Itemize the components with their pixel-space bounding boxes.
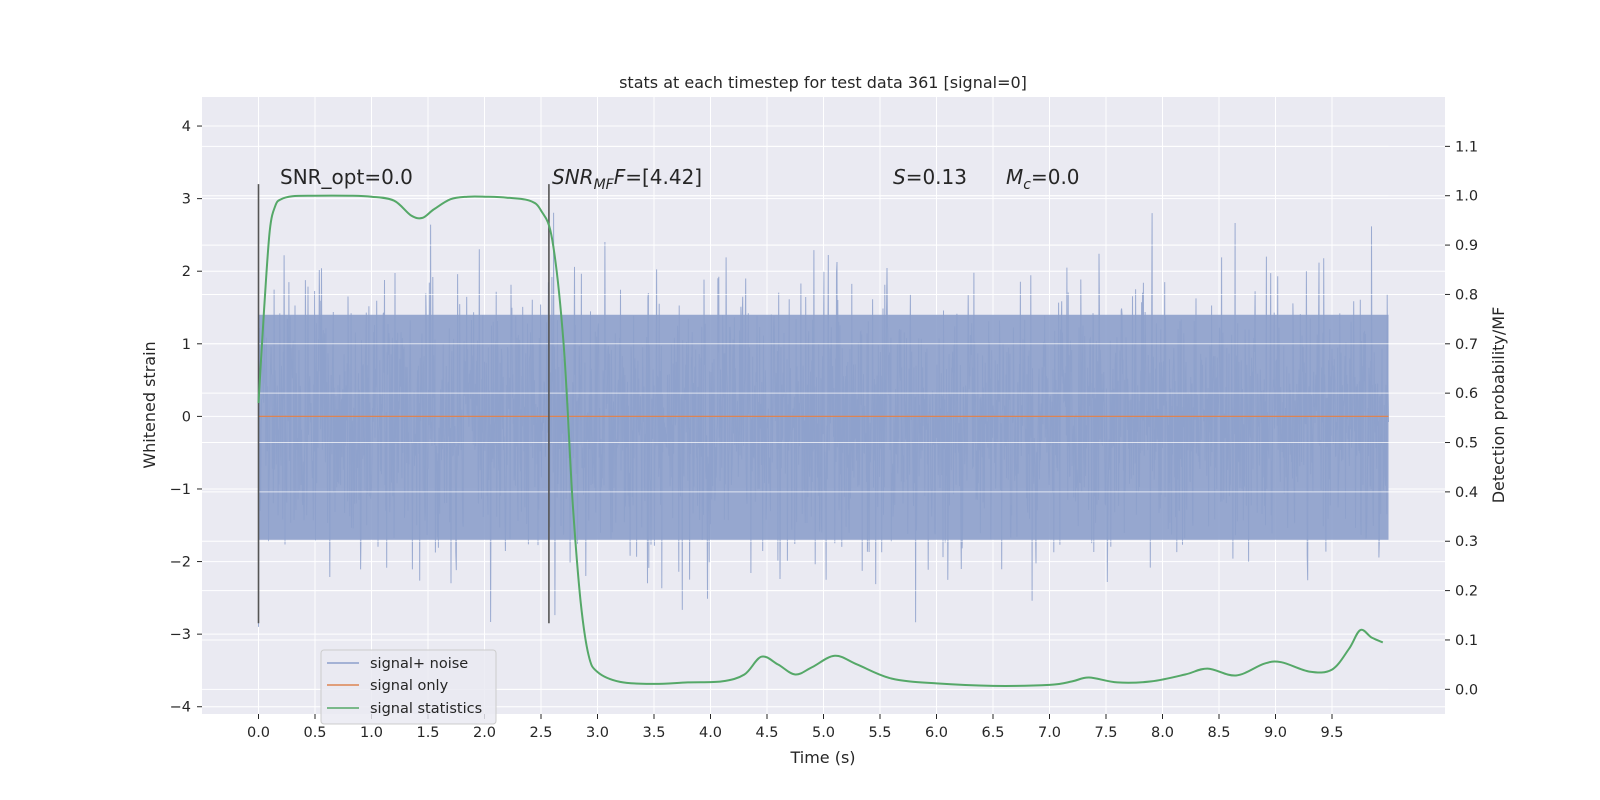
x-tick-label: 5.5 — [868, 725, 891, 741]
x-tick-label: 0.5 — [303, 725, 326, 741]
snr-mf-value: =[4.42] — [625, 165, 702, 189]
y2-tick-label: 0.7 — [1455, 337, 1478, 353]
y-tick-label: −4 — [170, 700, 191, 716]
x-tick-label: 4.0 — [699, 725, 722, 741]
s-value: =0.13 — [906, 165, 967, 189]
y-tick-label: 1 — [182, 337, 191, 353]
y-tick-labels: 4 3 2 1 0 −1 −2 −3 −4 — [170, 119, 202, 716]
x-tick-label: 6.5 — [981, 725, 1004, 741]
y-axis-label: Whitened strain — [140, 341, 159, 468]
x-tick-label: 8.5 — [1207, 725, 1230, 741]
y-tick-label: −1 — [170, 482, 191, 498]
x-tick-label: 9.5 — [1320, 725, 1343, 741]
y-tick-label: 4 — [182, 119, 191, 135]
y2-tick-label: 0.0 — [1455, 682, 1478, 698]
chart-title: stats at each timestep for test data 361… — [619, 73, 1027, 92]
x-tick-label: 2.5 — [529, 725, 552, 741]
snr-mf-symbol: SNR — [552, 165, 594, 189]
mc-subscript: c — [1023, 177, 1031, 193]
s-symbol: S — [893, 165, 906, 189]
x-tick-label: 4.5 — [755, 725, 778, 741]
y2-tick-label: 0.4 — [1455, 485, 1478, 501]
mc-value: =0.0 — [1031, 165, 1080, 189]
x-tick-label: 6.0 — [925, 725, 948, 741]
x-tick-label: 7.5 — [1094, 725, 1117, 741]
legend-label-noise: signal+ noise — [370, 656, 468, 672]
annotation-snr-opt: SNR_opt=0.0 — [280, 165, 413, 189]
series-layer — [257, 145, 1389, 690]
y2-tick-label: 0.5 — [1455, 436, 1478, 452]
y2-tick-label: 1.0 — [1455, 189, 1478, 205]
x-tick-label: 7.0 — [1038, 725, 1061, 741]
y2-tick-label: 0.9 — [1455, 238, 1478, 254]
x-tick-label: 0.0 — [247, 725, 270, 741]
x-tick-label: 3.0 — [586, 725, 609, 741]
y2-tick-label: 0.1 — [1455, 633, 1478, 649]
snr-mf-italic-f: F — [614, 165, 626, 189]
x-tick-labels: 0.0 0.5 1.0 1.5 2.0 2.5 3.0 3.5 4.0 4.5 5.0 5.5 6.0 6… — [247, 714, 1344, 741]
noise-core-band — [258, 314, 1389, 540]
annotation-s: S=0.13 — [893, 165, 967, 189]
mc-symbol: M — [1006, 165, 1023, 189]
y2-tick-label: 0.3 — [1455, 534, 1478, 550]
legend-label-statistics: signal statistics — [370, 701, 482, 717]
y2-tick-label: 0.2 — [1455, 584, 1478, 600]
y-tick-label: −2 — [170, 555, 191, 571]
y2-axis-label: Detection probability/MF — [1489, 307, 1508, 504]
x-tick-label: 8.0 — [1151, 725, 1174, 741]
statistics-curve — [257, 194, 1384, 687]
marker-lines — [257, 184, 550, 624]
annotation-mc: Mc=0.0 — [1006, 165, 1080, 193]
x-tick-label: 1.0 — [360, 725, 383, 741]
legend-box — [320, 649, 497, 725]
x-tick-label: 9.0 — [1264, 725, 1287, 741]
x-tick-label: 5.0 — [812, 725, 835, 741]
y-tick-label: 3 — [182, 192, 191, 208]
y-tick-label: 2 — [182, 264, 191, 280]
y2-tick-label: 1.1 — [1455, 139, 1478, 155]
series-signal-plus-noise — [258, 145, 1389, 690]
y-tick-label: 0 — [182, 409, 191, 425]
legend-label-signal-only: signal only — [370, 678, 449, 694]
x-tick-label: 3.5 — [642, 725, 665, 741]
annotation-snr-mf: SNRMFF=[4.42] — [552, 165, 702, 193]
x-axis-label: Time (s) — [789, 748, 855, 767]
y2-tick-label: 0.6 — [1455, 386, 1478, 402]
x-tick-label: 2.0 — [473, 725, 496, 741]
snr-mf-subscript: MF — [594, 177, 615, 193]
x-tick-label: 1.5 — [416, 725, 439, 741]
series-signal-statistics — [257, 194, 1384, 687]
legend: signal+ noise signal only signal statist… — [320, 649, 497, 725]
y2-tick-label: 0.8 — [1455, 287, 1478, 303]
y2-tick-labels: 1.1 1.0 0.9 0.8 0.7 0.6 0.5 0.4 0.3 0.2 0.1 0.0 — [1445, 139, 1478, 698]
y-tick-label: −3 — [170, 627, 191, 643]
